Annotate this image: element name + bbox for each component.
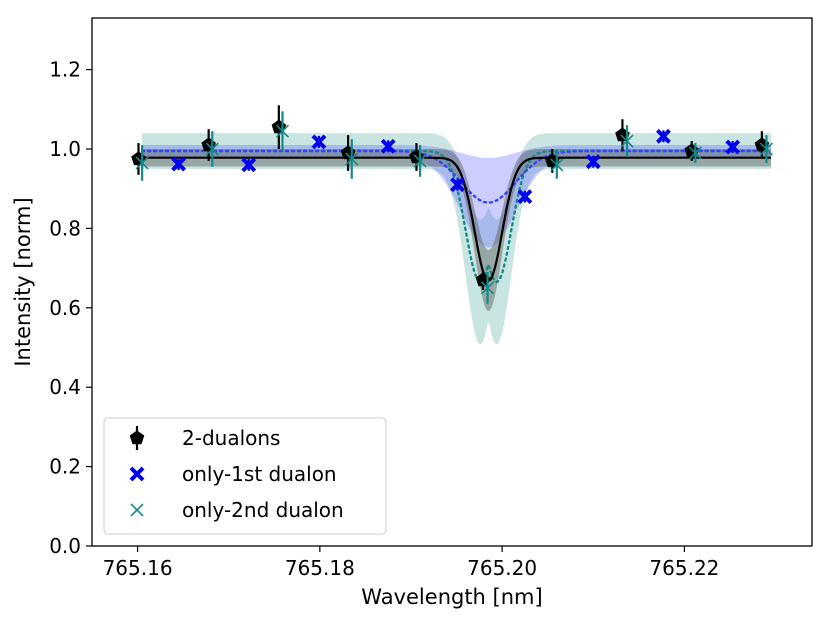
model-bands — [142, 133, 772, 345]
data-point-stroke-b — [413, 154, 427, 168]
x-axis-label: Wavelength [nm] — [361, 585, 542, 609]
data-point-stroke-b — [135, 156, 149, 170]
y-tick-label: 1.2 — [49, 58, 81, 82]
x-tick-label: 765.22 — [649, 556, 719, 580]
data-point-stroke-b — [345, 152, 359, 166]
series-0 — [131, 105, 770, 290]
y-tick-label: 0.8 — [49, 216, 81, 240]
legend-label-2-dualons: 2-dualons — [182, 426, 280, 450]
data-point — [550, 158, 564, 172]
data-point-stroke-b — [620, 134, 634, 148]
y-tick-label: 1.0 — [49, 137, 81, 161]
data-point-stroke-b — [241, 157, 257, 173]
data-point-stroke-b — [171, 156, 186, 172]
legend-marker-only-1st-dualon — [129, 466, 145, 482]
data-point — [345, 152, 359, 166]
data-point-stroke-b — [550, 158, 564, 172]
legend-entry-only-2nd-dualon: only-2nd dualon — [130, 498, 344, 522]
data-point — [517, 189, 533, 205]
data-point-stroke-b — [380, 138, 396, 154]
data-point — [450, 177, 465, 193]
data-point — [135, 156, 149, 170]
legend-label-only-1st-dualon: only-1st dualon — [182, 462, 337, 486]
data-point-stroke-b — [275, 124, 290, 138]
legend-entry-only-1st-dualon: only-1st dualon — [129, 462, 337, 486]
y-axis: 0.0 0.2 0.4 0.6 0.8 1.0 1.2 — [49, 58, 92, 558]
data-point — [241, 157, 257, 173]
y-tick-label: 0.4 — [49, 375, 81, 399]
series-2 — [135, 111, 773, 304]
data-point — [275, 124, 290, 138]
data-point — [171, 156, 186, 172]
data-point-stroke-b — [759, 142, 773, 156]
legend-entry-2-dualons: 2-dualons — [129, 426, 280, 450]
data-point-stroke-b — [450, 177, 465, 193]
data-point-stroke-b — [480, 281, 495, 295]
model-band-1 — [142, 145, 772, 248]
data-point — [413, 154, 427, 168]
y-tick-label: 0.0 — [49, 534, 81, 558]
data-point-stroke-b — [517, 189, 533, 205]
data-point — [725, 139, 741, 155]
x-tick-label: 765.16 — [103, 556, 173, 580]
y-tick-label: 0.6 — [49, 296, 81, 320]
data-point-stroke-b — [585, 154, 601, 170]
x-axis: 765.16 765.18 765.20 765.22 — [103, 546, 719, 580]
legend: 2-dualons only-1st dualon only-2nd dualo… — [103, 417, 387, 535]
legend-label-only-2nd-dualon: only-2nd dualon — [182, 498, 344, 522]
x-tick-label: 765.18 — [285, 556, 355, 580]
data-point-stroke-b — [688, 146, 702, 160]
legend-symbol — [129, 430, 145, 445]
data-point — [205, 142, 219, 156]
data-point — [656, 128, 671, 144]
y-tick-label: 0.2 — [49, 455, 81, 479]
plot-frame — [91, 17, 813, 547]
series-1 — [171, 128, 741, 205]
x-tick-label: 765.20 — [467, 556, 537, 580]
data-point-stroke-b — [656, 128, 671, 144]
data-point — [585, 154, 601, 170]
legend-symbol-stroke-b — [130, 503, 144, 517]
data-point — [480, 281, 495, 295]
legend-box — [103, 417, 387, 535]
y-axis-label: Intensity [norm] — [11, 197, 35, 366]
data-point-stroke-b — [205, 142, 219, 156]
model-band-0 — [142, 149, 772, 312]
data-point-stroke-b — [311, 134, 327, 150]
data-point — [620, 134, 634, 148]
data-point — [759, 142, 773, 156]
data-points — [131, 105, 773, 304]
legend-symbol — [130, 503, 144, 517]
model-band-2 — [142, 133, 772, 345]
model-curve-1 — [140, 149, 773, 204]
legend-symbol-stroke-b — [129, 466, 145, 482]
legend-marker-only-2nd-dualon — [130, 503, 144, 517]
data-point-stroke-b — [725, 139, 741, 155]
data-point — [688, 146, 702, 160]
data-point — [311, 134, 327, 150]
data-point — [380, 138, 396, 154]
legend-marker-2-dualons — [129, 426, 145, 450]
model-curve-0 — [142, 156, 771, 282]
legend-symbol — [129, 466, 145, 482]
